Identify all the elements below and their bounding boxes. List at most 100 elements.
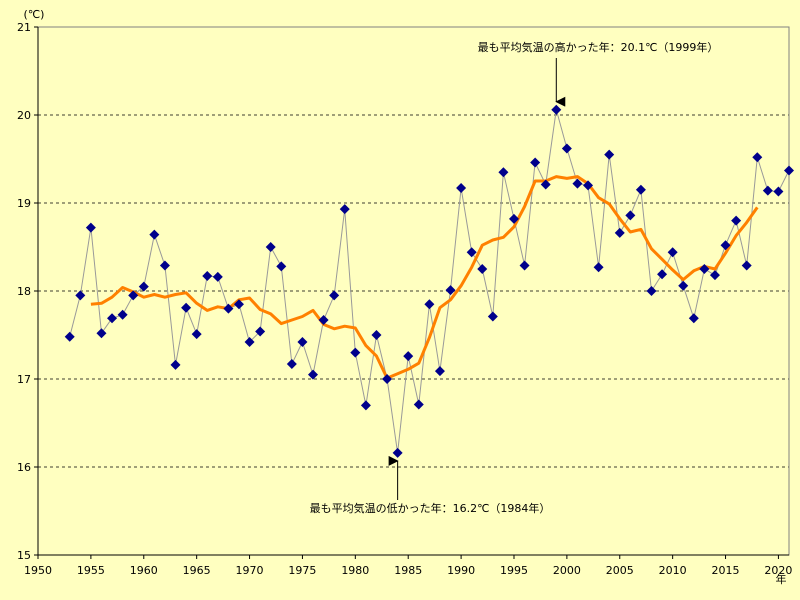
data-point	[85, 222, 96, 233]
x-tick-label: 2020	[764, 564, 792, 577]
annotation-label: 最も平均気温の低かった年：16.2℃（1984年）	[310, 501, 551, 515]
data-point	[784, 165, 794, 176]
data-point	[741, 260, 752, 271]
data-point	[265, 242, 276, 252]
y-tick-label: 17	[17, 373, 31, 386]
data-point	[498, 167, 509, 178]
data-point	[276, 261, 287, 272]
data-point	[614, 227, 625, 238]
data-point	[96, 328, 107, 339]
data-point	[635, 184, 646, 195]
data-point	[657, 269, 668, 280]
data-point	[583, 180, 594, 191]
series-group	[64, 104, 794, 458]
data-point	[308, 369, 319, 380]
data-point	[667, 247, 678, 258]
data-point	[75, 290, 86, 301]
data-point	[773, 186, 784, 197]
data-point	[604, 149, 615, 160]
data-point	[424, 299, 435, 310]
y-tick-label: 18	[17, 285, 31, 298]
x-tick-label: 1995	[500, 564, 528, 577]
data-point	[434, 366, 445, 377]
data-point	[445, 285, 456, 296]
data-point	[593, 262, 604, 273]
data-point	[752, 152, 763, 163]
y-tick-label: 20	[17, 109, 31, 122]
data-point	[625, 210, 636, 221]
x-tick-label: 1985	[394, 564, 422, 577]
data-point	[678, 280, 689, 291]
data-point	[202, 271, 213, 282]
annotation-label: 最も平均気温の高かった年：20.1℃（1999年）	[478, 40, 719, 54]
y-tick-label: 19	[17, 197, 31, 210]
data-point	[64, 331, 75, 342]
data-point	[170, 359, 181, 370]
data-point	[403, 351, 414, 362]
data-point	[318, 315, 329, 326]
data-point	[297, 337, 308, 348]
x-unit-label: 年	[776, 572, 787, 586]
x-tick-label: 1950	[24, 564, 52, 577]
moving-average-line	[90, 175, 759, 380]
y-tick-label: 21	[17, 21, 31, 34]
data-point	[149, 229, 160, 240]
data-point	[530, 157, 541, 168]
annual-temperature-line	[69, 109, 790, 453]
x-tick-label: 1965	[183, 564, 211, 577]
grid-lines	[38, 114, 789, 468]
data-point	[339, 204, 350, 215]
annotations: 最も平均気温の高かった年：20.1℃（1999年） 最も平均気温の低かった年：16…	[310, 40, 719, 515]
x-tick-label: 2000	[553, 564, 581, 577]
data-point	[762, 185, 773, 196]
data-point	[233, 299, 244, 310]
data-point	[731, 215, 742, 226]
data-point	[487, 311, 498, 322]
x-tick-labels: 1950 1955 1960 1965 1970 1975 1980 1985 1990 1995…	[24, 555, 792, 577]
data-point	[646, 286, 657, 296]
x-tick-label: 1955	[77, 564, 105, 577]
data-point	[117, 309, 128, 320]
data-point	[128, 290, 139, 301]
data-point	[477, 264, 488, 274]
data-point	[456, 183, 467, 194]
data-point	[519, 260, 530, 271]
data-point	[181, 302, 192, 313]
data-point	[699, 264, 710, 274]
y-tick-label: 15	[17, 549, 31, 562]
data-point	[392, 447, 403, 458]
data-point	[561, 143, 572, 154]
data-point	[688, 313, 699, 324]
data-point	[382, 374, 393, 384]
y-unit-label: (℃)	[24, 8, 45, 21]
x-tick-label: 2005	[606, 564, 634, 577]
data-point	[551, 104, 562, 115]
data-point	[255, 326, 266, 337]
y-tick-label: 16	[17, 461, 31, 474]
data-point	[286, 359, 297, 370]
data-point	[191, 329, 202, 340]
data-point	[508, 213, 519, 224]
data-point	[138, 281, 149, 292]
data-point	[540, 179, 551, 190]
data-point	[572, 178, 583, 189]
data-point	[223, 303, 234, 314]
data-point	[212, 271, 223, 282]
x-tick-label: 2010	[659, 564, 687, 577]
data-point	[371, 330, 382, 340]
x-tick-label: 1970	[236, 564, 264, 577]
x-tick-label: 1990	[447, 564, 475, 577]
data-point	[244, 337, 255, 348]
data-point	[709, 270, 720, 281]
data-point	[413, 399, 424, 410]
x-tick-label: 1975	[288, 564, 316, 577]
data-point	[720, 240, 731, 251]
data-point	[159, 260, 170, 271]
x-tick-label: 2015	[712, 564, 740, 577]
data-point	[107, 313, 118, 324]
data-point	[350, 347, 361, 358]
x-tick-label: 1980	[341, 564, 369, 577]
data-point	[329, 290, 340, 301]
y-tick-labels: 15 16 17 18 19 20 21	[17, 21, 38, 562]
